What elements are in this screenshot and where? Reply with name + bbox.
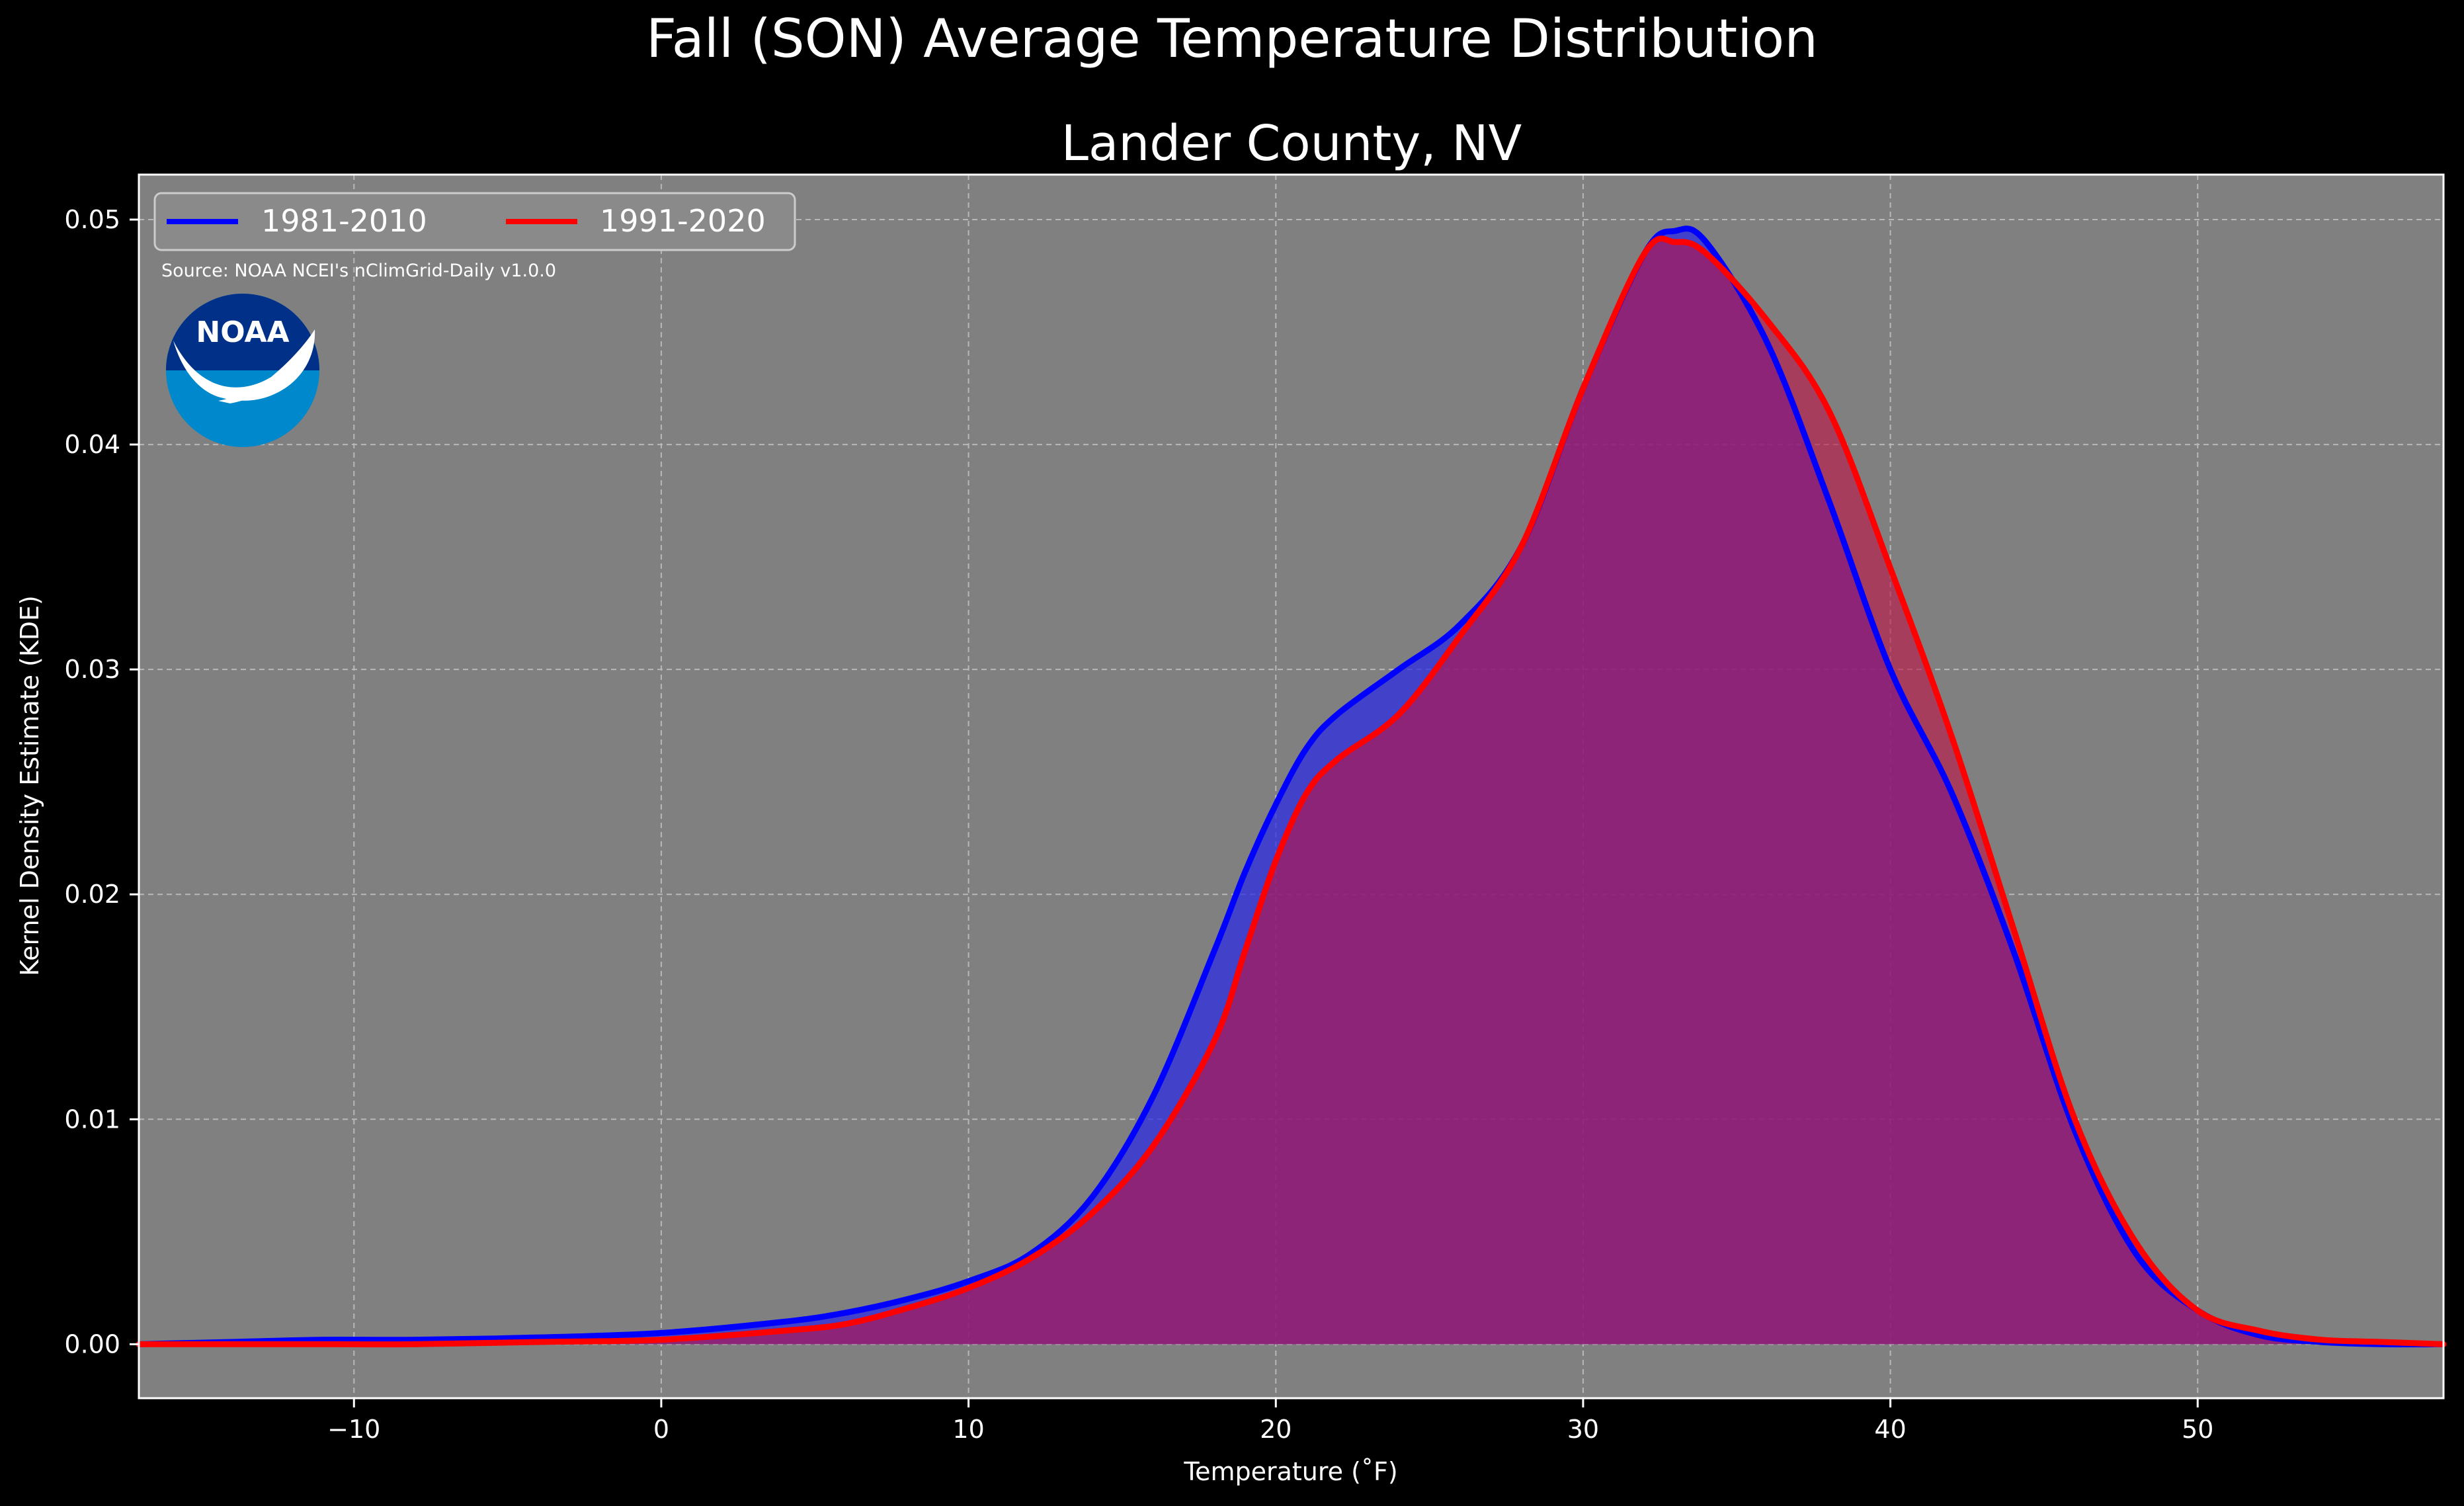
noaa-logo: NOAA: [166, 294, 319, 447]
source-note: Source: NOAA NCEI's nClimGrid-Daily v1.0…: [161, 261, 556, 281]
y-tick-label: 0.03: [64, 655, 120, 684]
x-tick-label: −10: [327, 1415, 380, 1444]
x-tick-label: 20: [1260, 1415, 1292, 1444]
y-axis-label: Kernel Density Estimate (KDE): [15, 595, 44, 976]
chart-subtitle: Lander County, NV: [1061, 115, 1522, 172]
y-axis: 0.00 0.01 0.02 0.03 0.04 0.05: [64, 205, 139, 1359]
series-line-1981-2010: [136, 226, 2447, 1348]
x-tick-label: 30: [1567, 1415, 1599, 1444]
noaa-logo-text: NOAA: [196, 315, 289, 349]
x-axis-label: Temperature (˚F): [1183, 1457, 1397, 1486]
legend-label-1991-2020: 1991-2020: [600, 203, 766, 239]
chart-title: Fall (SON) Average Temperature Distribut…: [646, 8, 1818, 69]
plot-frame: [138, 173, 2445, 1400]
y-tick-label: 0.04: [64, 430, 120, 459]
legend-label-1981-2010: 1981-2010: [261, 203, 427, 239]
y-tick-label: 0.05: [64, 205, 120, 234]
y-tick-label: 0.01: [64, 1105, 120, 1134]
series-fills: [139, 228, 2443, 1345]
legend: 1981-2010 1991-2020: [153, 192, 796, 251]
x-tick-label: 40: [1874, 1415, 1906, 1444]
legend-box: [153, 192, 796, 251]
x-tick-label: 0: [653, 1415, 669, 1444]
x-tick-label: 50: [2182, 1415, 2213, 1444]
series-lines: [136, 226, 2447, 1348]
x-tick-label: 10: [952, 1415, 984, 1444]
y-tick-label: 0.02: [64, 880, 120, 909]
y-tick-label: 0.00: [64, 1329, 120, 1359]
x-axis: −10 0 10 20 30 40 50: [327, 1398, 2213, 1444]
series-fill-1991-2020: [139, 238, 2443, 1345]
series-line-1991-2020: [136, 235, 2447, 1348]
